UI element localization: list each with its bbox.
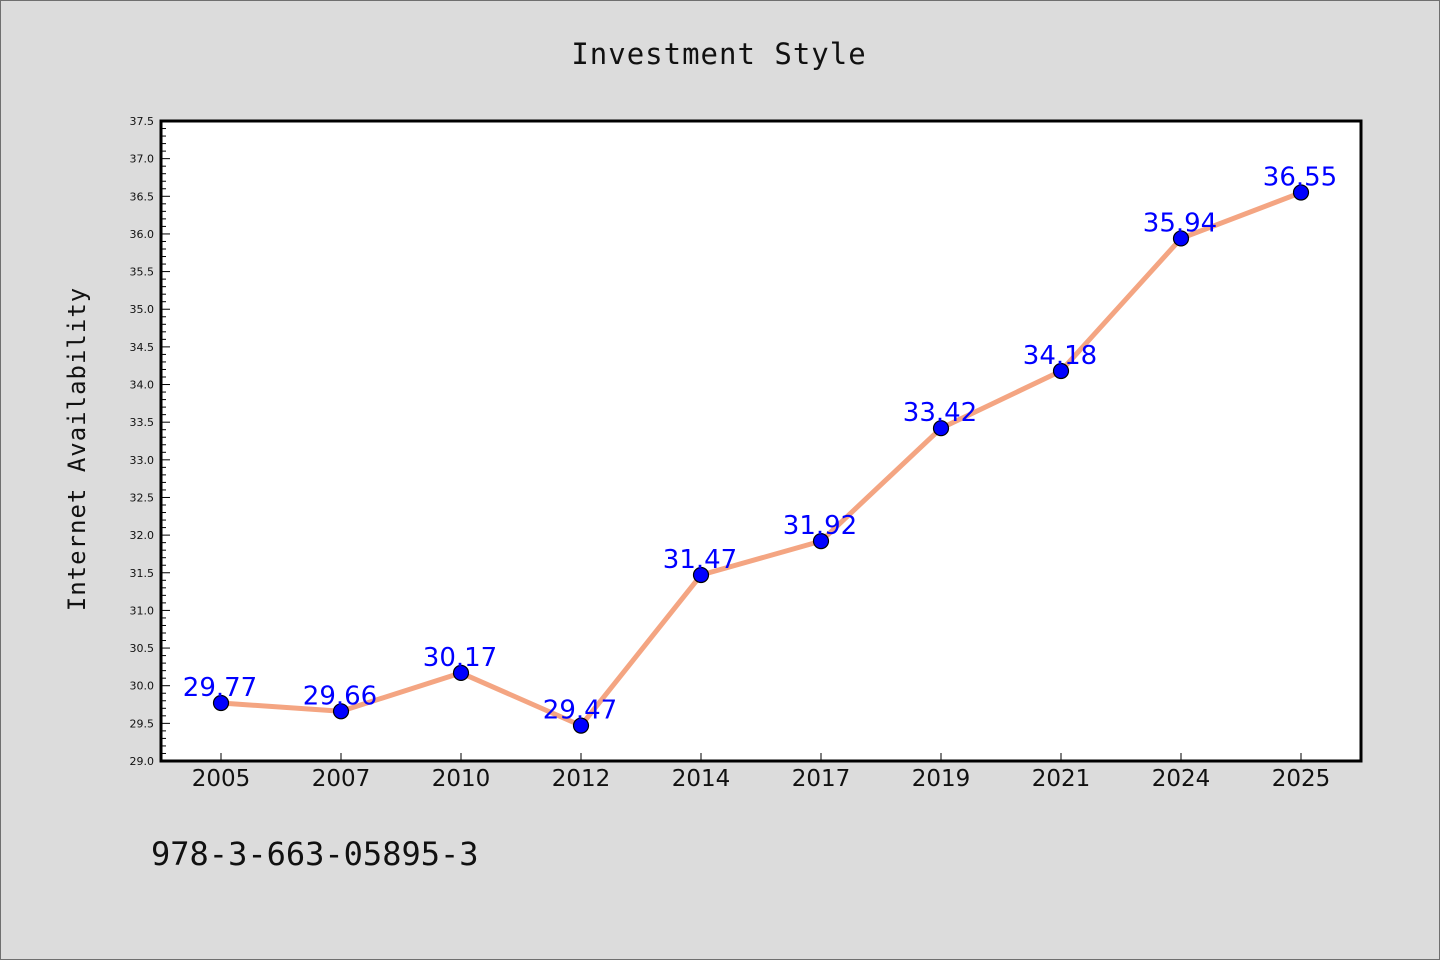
x-tick-label: 2014 — [672, 766, 731, 792]
y-tick-label: 30.5 — [130, 642, 155, 655]
data-label: 33.42 — [903, 398, 977, 428]
data-point — [1292, 184, 1310, 201]
x-tick-label: 2005 — [192, 766, 251, 792]
x-tick-label: 2025 — [1272, 766, 1331, 792]
y-tick-label: 36.0 — [130, 228, 155, 241]
data-point — [692, 566, 710, 584]
plot-area — [159, 119, 1363, 763]
x-tick-label: 2021 — [1032, 766, 1091, 792]
data-label: 29.47 — [543, 696, 617, 726]
x-axis: 2005 2007 2010 2012 2014 2017 2019 2021 2024 2025 — [192, 753, 1331, 792]
y-tick-label: 33.0 — [130, 454, 155, 467]
x-tick-label: 2019 — [912, 766, 971, 792]
y-tick-label: 29.5 — [130, 717, 155, 730]
series-layer — [212, 184, 1310, 734]
x-tick-label: 2024 — [1152, 766, 1211, 792]
data-label: 30.17 — [423, 643, 497, 673]
y-axis-label: Internet Availability — [63, 287, 91, 611]
y-tick-label: 34.5 — [130, 341, 155, 354]
data-label: 35.94 — [1143, 208, 1217, 238]
y-tick-label: 36.5 — [130, 190, 155, 203]
data-point — [812, 533, 830, 550]
x-tick-label: 2017 — [792, 766, 851, 792]
data-label: 29.77 — [183, 673, 257, 703]
data-point — [1172, 230, 1190, 247]
data-label: 36.55 — [1263, 163, 1337, 193]
data-label: 31.47 — [663, 545, 737, 575]
y-tick-label: 33.5 — [130, 416, 155, 429]
data-point — [332, 703, 350, 720]
isbn-text: 978-3-663-05895-3 — [151, 835, 479, 873]
y-tick-label: 34.0 — [130, 379, 155, 392]
y-tick-label: 35.0 — [130, 303, 155, 316]
y-tick-label: 37.5 — [130, 115, 155, 128]
y-tick-label: 31.5 — [130, 567, 155, 580]
x-tick-label: 2010 — [432, 766, 491, 792]
series-line — [218, 190, 1304, 729]
data-label: 31.92 — [783, 511, 857, 541]
chart-title: Investment Style — [571, 37, 866, 71]
data-label-layer: 29.77 29.66 30.17 29.47 31.47 31.92 33.42 34.18… — [183, 163, 1337, 726]
data-point — [452, 664, 470, 682]
data-point — [932, 420, 950, 437]
x-tick-label: 2007 — [312, 766, 371, 792]
y-tick-label: 30.0 — [130, 680, 155, 693]
data-point — [572, 717, 590, 734]
y-axis: 29.0 29.5 30.0 30.5 31.0 31.5 32.0 32.5 33.0 33.5… — [130, 115, 170, 768]
data-label: 34.18 — [1023, 341, 1097, 371]
y-tick-label: 32.0 — [130, 529, 155, 542]
y-tick-label: 37.0 — [130, 153, 155, 166]
data-label: 29.66 — [303, 681, 377, 711]
x-tick-label: 2012 — [552, 766, 611, 792]
data-point — [1052, 362, 1070, 380]
y-tick-label: 35.5 — [130, 266, 155, 279]
y-tick-label: 32.5 — [130, 491, 155, 504]
data-point — [212, 694, 230, 712]
y-tick-label: 31.0 — [130, 604, 155, 617]
y-tick-label: 29.0 — [130, 755, 155, 768]
